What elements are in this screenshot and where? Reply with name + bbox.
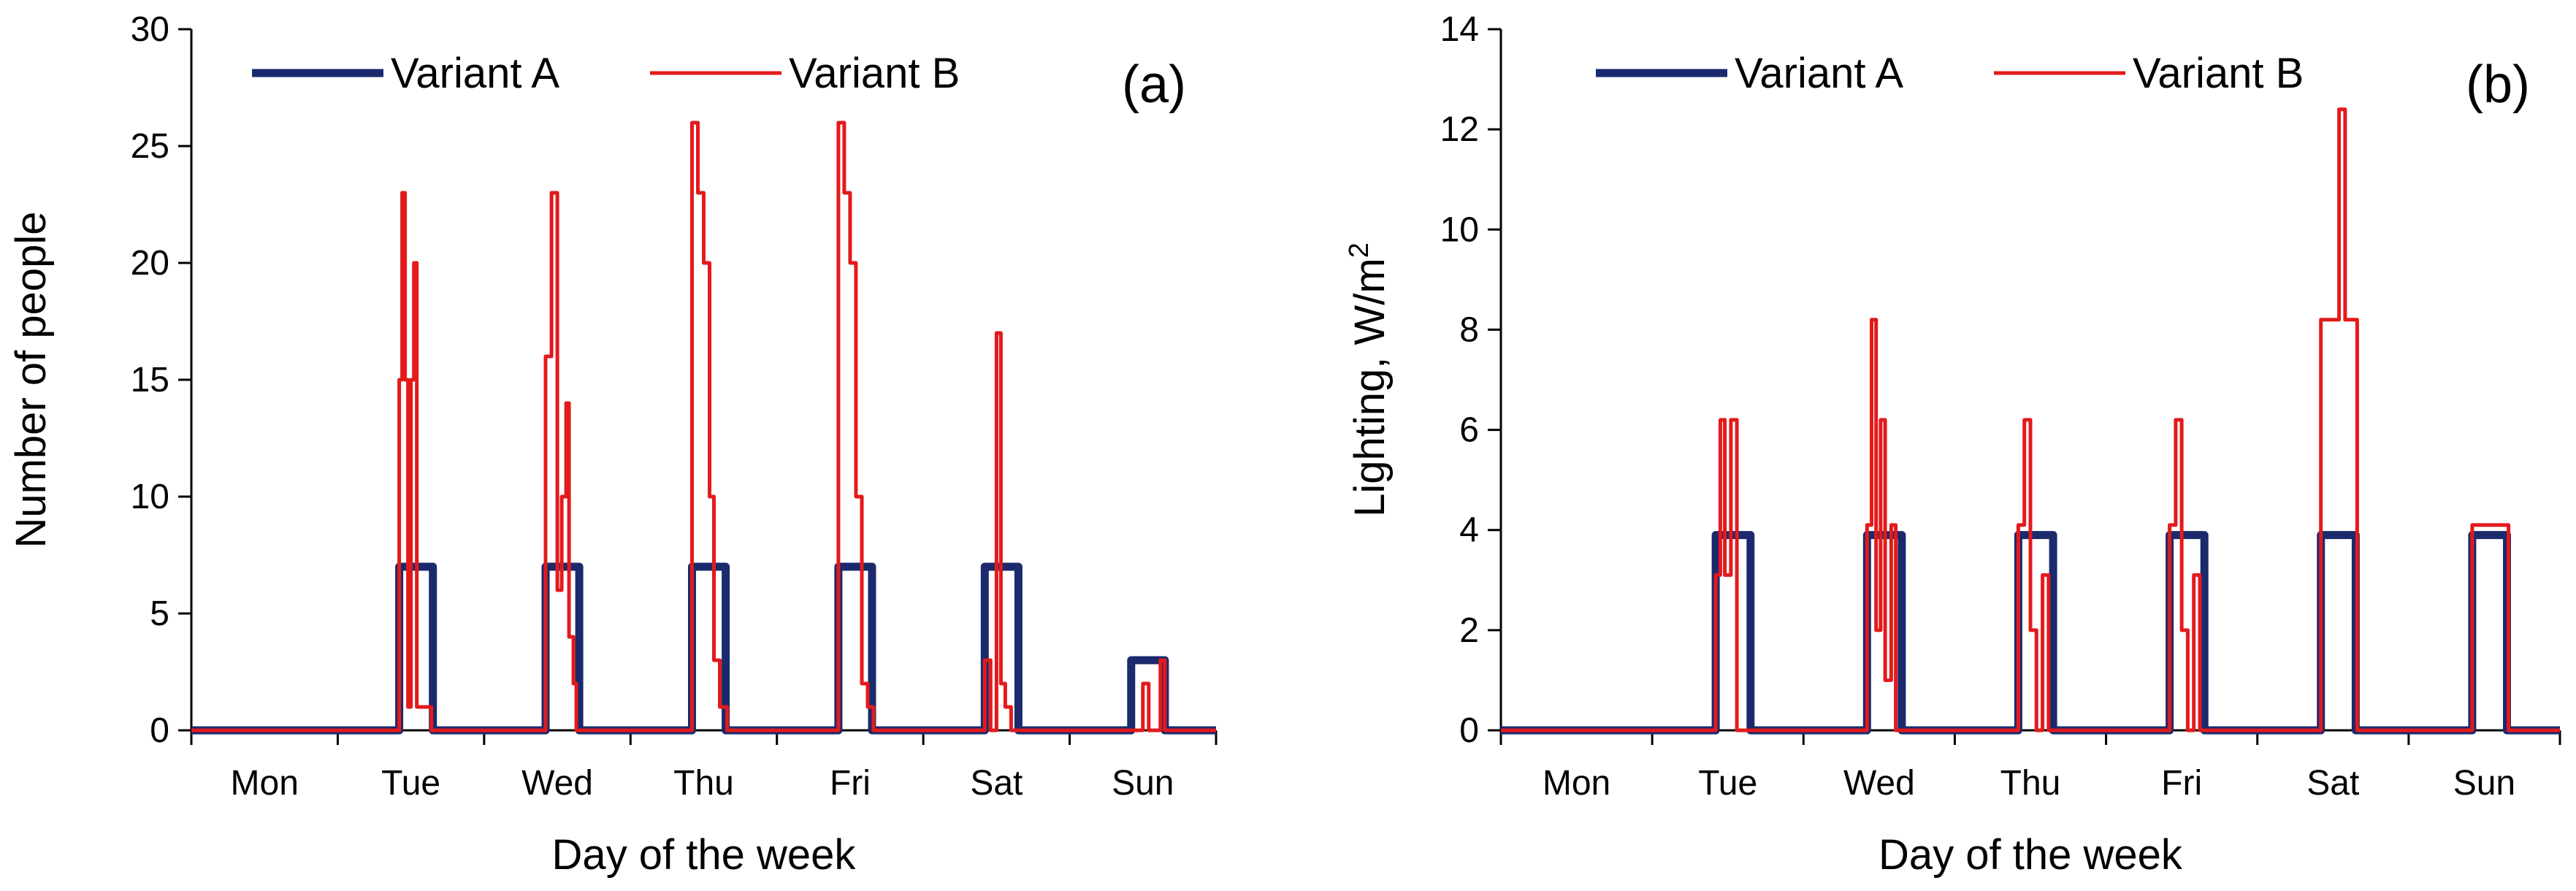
y-tick-label: 10 [1440,210,1479,249]
legend-label-variant-b: Variant B [2133,50,2304,97]
y-tick-label: 2 [1459,611,1479,650]
y-axis-title-superscript: 2 [1344,242,1375,258]
y-tick-label: 14 [1440,10,1479,49]
x-tick-label-wed: Wed [521,764,593,803]
y-tick-label: 5 [150,594,169,633]
series-line-variant-b [191,121,1216,733]
y-axis-title: Number of people [7,211,55,548]
x-tick-label-sat: Sat [2306,764,2359,803]
y-tick-label: 20 [131,244,169,283]
x-tick-label-sun: Sun [2453,764,2515,803]
y-tick-label: 25 [131,127,169,166]
series-line-variant-a [191,562,1216,735]
x-tick-label-tue: Tue [1698,764,1757,803]
y-tick-label: 10 [131,478,169,516]
x-tick-label-mon: Mon [231,764,299,803]
panel-label: (a) [1122,56,1186,114]
x-tick-label-fri: Fri [830,764,871,803]
y-tick-label: 30 [131,10,169,49]
x-tick-label-fri: Fri [2161,764,2202,803]
chart-panel-b: 0 2 4 6 8 10 12 14 Mon Tue Wed Thu Fri Sat Sun Day of t… [1344,10,2561,879]
chart-panel-a: 0 5 10 15 20 25 30 Mon Tue Wed Thu Fri Sat Sun Day of … [7,10,1218,879]
y-tick-label: 4 [1459,511,1479,550]
series-line-variant-b [1501,107,2560,733]
legend-label-variant-b: Variant B [789,50,960,97]
y-tick-label: 8 [1459,310,1479,349]
y-tick-label: 0 [150,711,169,750]
x-axis-title: Day of the week [552,831,857,879]
legend-label-variant-a: Variant A [1735,50,1903,97]
y-axis-title-text: Number of people [7,211,55,548]
x-tick-label-tue: Tue [381,764,440,803]
panel-label: (b) [2466,56,2530,114]
y-tick-label: 12 [1440,110,1479,149]
y-axis-title-text: Lighting, W/m [1346,258,1394,517]
y-tick-label: 15 [131,361,169,399]
x-tick-label-mon: Mon [1543,764,1610,803]
x-tick-label-thu: Thu [2000,764,2061,803]
x-tick-label-sun: Sun [1112,764,1174,803]
y-tick-label: 0 [1459,711,1479,750]
y-axis-title: Lighting, W/m2 [1344,242,1394,517]
legend-label-variant-a: Variant A [391,50,559,97]
x-axis-title: Day of the week [1879,831,2183,879]
x-tick-label-sat: Sat [970,764,1023,803]
y-tick-label: 6 [1459,411,1479,450]
x-tick-label-thu: Thu [673,764,734,803]
x-tick-label-wed: Wed [1843,764,1915,803]
